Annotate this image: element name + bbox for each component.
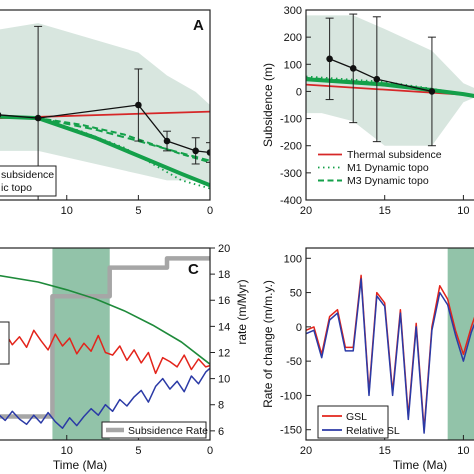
x-tick-label: 20: [300, 445, 312, 457]
x-tick-label: 10: [457, 445, 469, 457]
data-point: [34, 114, 42, 122]
series-line-red: [0, 329, 210, 375]
y-tick-label: 100: [284, 253, 302, 265]
y-tick-label: 0: [296, 86, 302, 98]
legend-label: subsidence: [1, 169, 54, 181]
series-line-blue: [0, 367, 210, 429]
x-tick-label: 15: [379, 205, 391, 217]
x-tick-label: 10: [61, 445, 73, 457]
legend-label: M1 Dynamic topo: [347, 162, 429, 174]
panel-d: 20 15 10 100 50 0 -50 -100 -150 Time (Ma) Rate of …: [261, 247, 474, 472]
y-tick-label: 200: [284, 32, 302, 44]
data-point: [326, 55, 333, 63]
y-tick-label: 20: [218, 243, 230, 255]
series-line-obs: [329, 58, 433, 93]
y-tick-label: -200: [280, 141, 302, 153]
legend-box: [101, 421, 207, 439]
y-tick-label: 300: [284, 5, 302, 17]
legend-label: Relative SL: [346, 425, 400, 437]
x-tick-label: 5: [135, 205, 141, 217]
legend-label: Subsidence Rate: [128, 425, 208, 437]
x-tick-label: 0: [207, 205, 213, 217]
data-point: [192, 147, 199, 155]
x-tick-label: 15: [379, 445, 391, 457]
legend-label: GSL: [346, 411, 367, 423]
y-tick-label: 14: [218, 321, 230, 333]
series-line-rate: [0, 256, 210, 419]
y-tick-label: 18: [218, 269, 230, 281]
legend-label: Thermal subsidence: [347, 149, 442, 161]
y-tick-label: 8: [218, 400, 224, 412]
y-tick-label: 10: [218, 374, 230, 386]
legend-box: [0, 165, 57, 197]
uncertainty-band: [0, 23, 210, 184]
data-point: [0, 112, 2, 118]
plot-area: [306, 13, 474, 147]
data-point: [206, 149, 210, 156]
y-tick-label: 6: [218, 426, 224, 438]
plot-area: [306, 248, 474, 440]
y-tick-label: -50: [286, 356, 302, 368]
x-tick-label: 10: [457, 205, 469, 217]
y-tick-label: 0: [296, 322, 302, 334]
y-tick-label: -150: [280, 425, 302, 437]
legend-box: [317, 405, 389, 439]
panel-label: A: [193, 17, 204, 34]
data-point: [428, 88, 436, 95]
data-point: [163, 137, 171, 145]
legend: GSL Relative SL: [317, 405, 400, 439]
data-point: [349, 65, 357, 72]
x-tick-label: 10: [61, 205, 73, 217]
y-tick-label: 16: [218, 295, 230, 307]
legend: Subsidence Rate: [0, 321, 208, 439]
panel-label: C: [188, 261, 199, 278]
y-tick-label: -100: [280, 114, 302, 126]
shaded-interval: [447, 248, 474, 440]
x-tick-label: 20: [300, 205, 312, 217]
x-axis-label: Time (Ma): [393, 458, 447, 472]
inset-box: [0, 321, 10, 365]
data-point: [135, 101, 142, 109]
panel-b: 20 15 10 300 200 100 0 -100 -200 -300 -400 Subsiden…: [261, 5, 474, 217]
series-line-green: [0, 274, 210, 365]
legend-label: M3 Dynamic topo: [347, 175, 429, 187]
y-axis-label: rate (m/Myr): [235, 279, 249, 344]
y-tick-label: 50: [290, 288, 302, 300]
y-tick-label: -100: [280, 390, 302, 402]
y-axis-label: Rate of change (m/m.y.): [261, 280, 275, 408]
plot-frame: [305, 9, 474, 201]
y-tick-label: -300: [280, 168, 302, 180]
panel-c: 10 5 0 20 18 16 14 12 10 8 6 Time (Ma) rate (m/Myr) C…: [0, 243, 249, 472]
plot-area: [0, 248, 210, 440]
x-tick-label: 0: [207, 445, 213, 457]
series-line-blue: [306, 278, 474, 434]
x-axis-label: Time (Ma): [53, 458, 107, 472]
y-axis-label: Subsidence (m): [261, 63, 275, 147]
data-point: [373, 75, 381, 83]
legend-label: ic topo: [1, 182, 32, 194]
y-tick-label: 100: [284, 59, 302, 71]
x-tick-label: 5: [135, 445, 141, 457]
plot-frame: [305, 247, 474, 441]
plot-frame: [0, 247, 211, 441]
y-tick-label: 12: [218, 347, 230, 359]
y-tick-label: -400: [280, 195, 302, 207]
plot-frame: [0, 9, 211, 201]
plot-area: [0, 23, 210, 200]
